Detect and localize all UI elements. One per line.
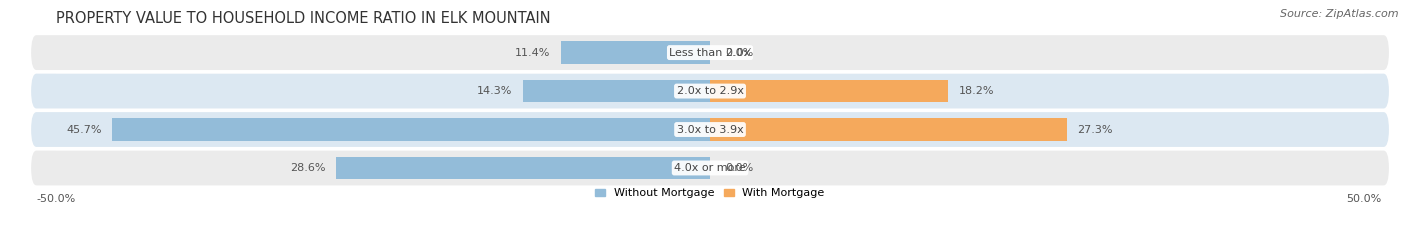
Bar: [112, 118, 710, 141]
Text: Less than 2.0x: Less than 2.0x: [669, 48, 751, 58]
Text: 45.7%: 45.7%: [66, 124, 103, 134]
Text: 11.4%: 11.4%: [515, 48, 551, 58]
Bar: [561, 41, 710, 64]
FancyBboxPatch shape: [30, 73, 1391, 110]
FancyBboxPatch shape: [30, 150, 1391, 186]
Bar: [710, 118, 1067, 141]
FancyBboxPatch shape: [30, 34, 1391, 71]
Text: 27.3%: 27.3%: [1077, 124, 1114, 134]
Text: 18.2%: 18.2%: [959, 86, 994, 96]
Legend: Without Mortgage, With Mortgage: Without Mortgage, With Mortgage: [595, 188, 825, 198]
Text: 28.6%: 28.6%: [290, 163, 326, 173]
Text: 0.0%: 0.0%: [725, 163, 754, 173]
Text: 4.0x or more: 4.0x or more: [675, 163, 745, 173]
FancyBboxPatch shape: [30, 111, 1391, 148]
Text: 0.0%: 0.0%: [725, 48, 754, 58]
Text: 2.0x to 2.9x: 2.0x to 2.9x: [676, 86, 744, 96]
Bar: [710, 80, 948, 102]
Text: Source: ZipAtlas.com: Source: ZipAtlas.com: [1281, 9, 1399, 19]
Text: PROPERTY VALUE TO HOUSEHOLD INCOME RATIO IN ELK MOUNTAIN: PROPERTY VALUE TO HOUSEHOLD INCOME RATIO…: [56, 11, 551, 26]
Text: 3.0x to 3.9x: 3.0x to 3.9x: [676, 124, 744, 134]
Text: 14.3%: 14.3%: [477, 86, 513, 96]
Bar: [523, 80, 710, 102]
Bar: [336, 157, 710, 179]
